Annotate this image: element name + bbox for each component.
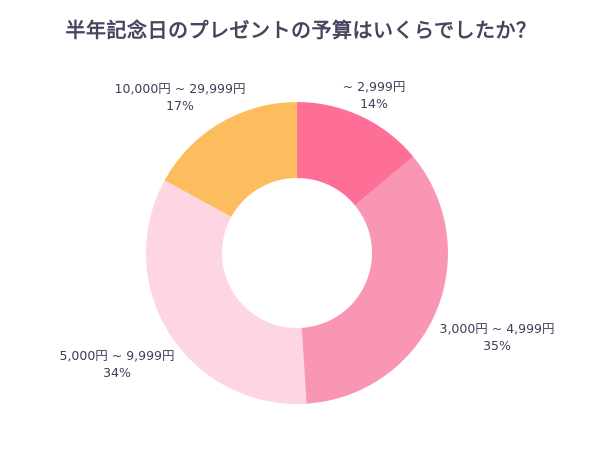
- donut-slice-2: [301, 156, 448, 404]
- slice-value-label-1: 14%: [360, 96, 388, 111]
- chart-title: 半年記念日のプレゼントの予算はいくらでしたか？: [65, 18, 537, 42]
- donut-slice-3: [145, 180, 307, 404]
- donut-slice-1: [297, 102, 414, 206]
- slice-label-2: 3,000円 ~ 4,999円: [440, 321, 555, 336]
- slice-value-label-4: 17%: [166, 98, 194, 113]
- slice-label-3: 5,000円 ~ 9,999円: [60, 348, 175, 363]
- slice-value-label-3: 34%: [103, 365, 131, 380]
- donut-slice-4: [164, 102, 297, 217]
- slice-value-label-2: 35%: [483, 338, 511, 353]
- slice-label-4: 10,000円 ~ 29,999円: [115, 81, 246, 96]
- slice-label-1: ~ 2,999円: [343, 79, 406, 94]
